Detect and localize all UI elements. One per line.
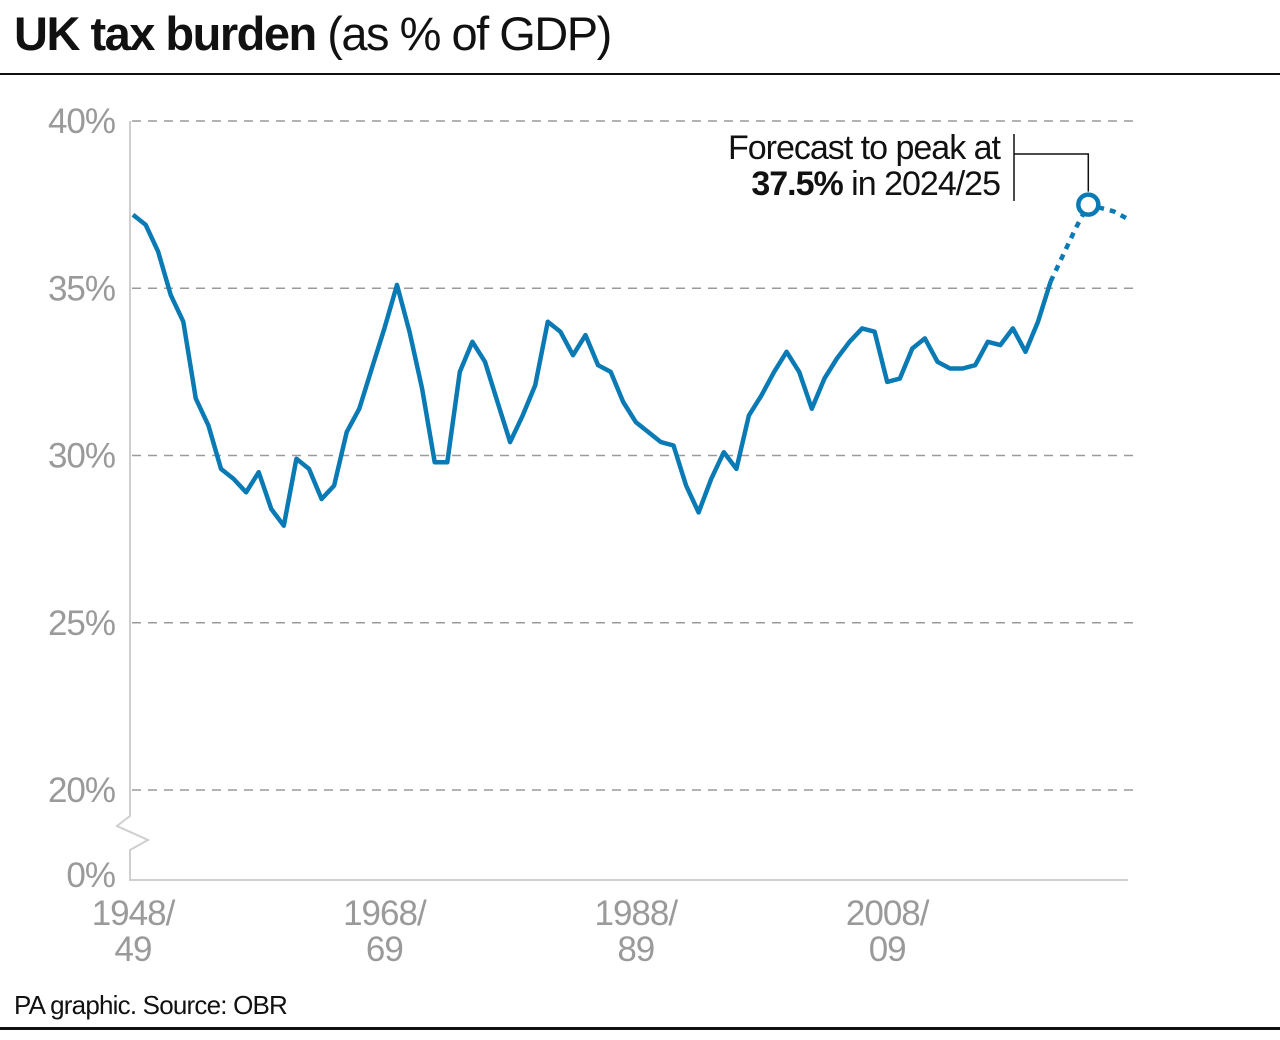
- x-tick-label: 09: [869, 930, 906, 969]
- source-credit: PA graphic. Source: OBR: [14, 990, 288, 1020]
- title-bold: UK tax burden: [14, 7, 317, 60]
- x-tick-label: 1988/: [595, 894, 679, 933]
- y-tick-label: 20%: [48, 771, 115, 810]
- annotation-line2: 37.5% in 2024/25: [751, 165, 1000, 203]
- x-tick-label: 89: [617, 930, 654, 969]
- annotation-bold: 37.5%: [751, 165, 843, 203]
- x-tick-label: 69: [366, 930, 403, 969]
- y-tick-label: 0%: [66, 856, 115, 895]
- chart-title: UK tax burden (as % of GDP): [14, 6, 612, 61]
- x-tick-label: 1948/: [92, 894, 176, 933]
- x-tick-label: 49: [115, 930, 152, 969]
- title-subtitle: (as % of GDP): [327, 7, 612, 60]
- x-tick-label: 2008/: [846, 894, 930, 933]
- y-tick-label: 30%: [48, 437, 115, 476]
- y-axis-line: [115, 121, 151, 880]
- actual-line: [131, 212, 1053, 528]
- annotation-rest: in 2024/25: [843, 165, 1000, 203]
- y-tick-label: 35%: [48, 269, 115, 308]
- y-tick-label: 40%: [48, 102, 115, 141]
- peak-marker: [1076, 192, 1101, 217]
- bottom-rule: [0, 1027, 1280, 1030]
- annotation-line1: Forecast to peak at: [728, 129, 1002, 167]
- x-tick-label: 1968/: [343, 894, 427, 933]
- top-rule: [0, 73, 1280, 75]
- y-tick-label: 25%: [48, 604, 115, 643]
- annotation-leader: [1013, 134, 1090, 201]
